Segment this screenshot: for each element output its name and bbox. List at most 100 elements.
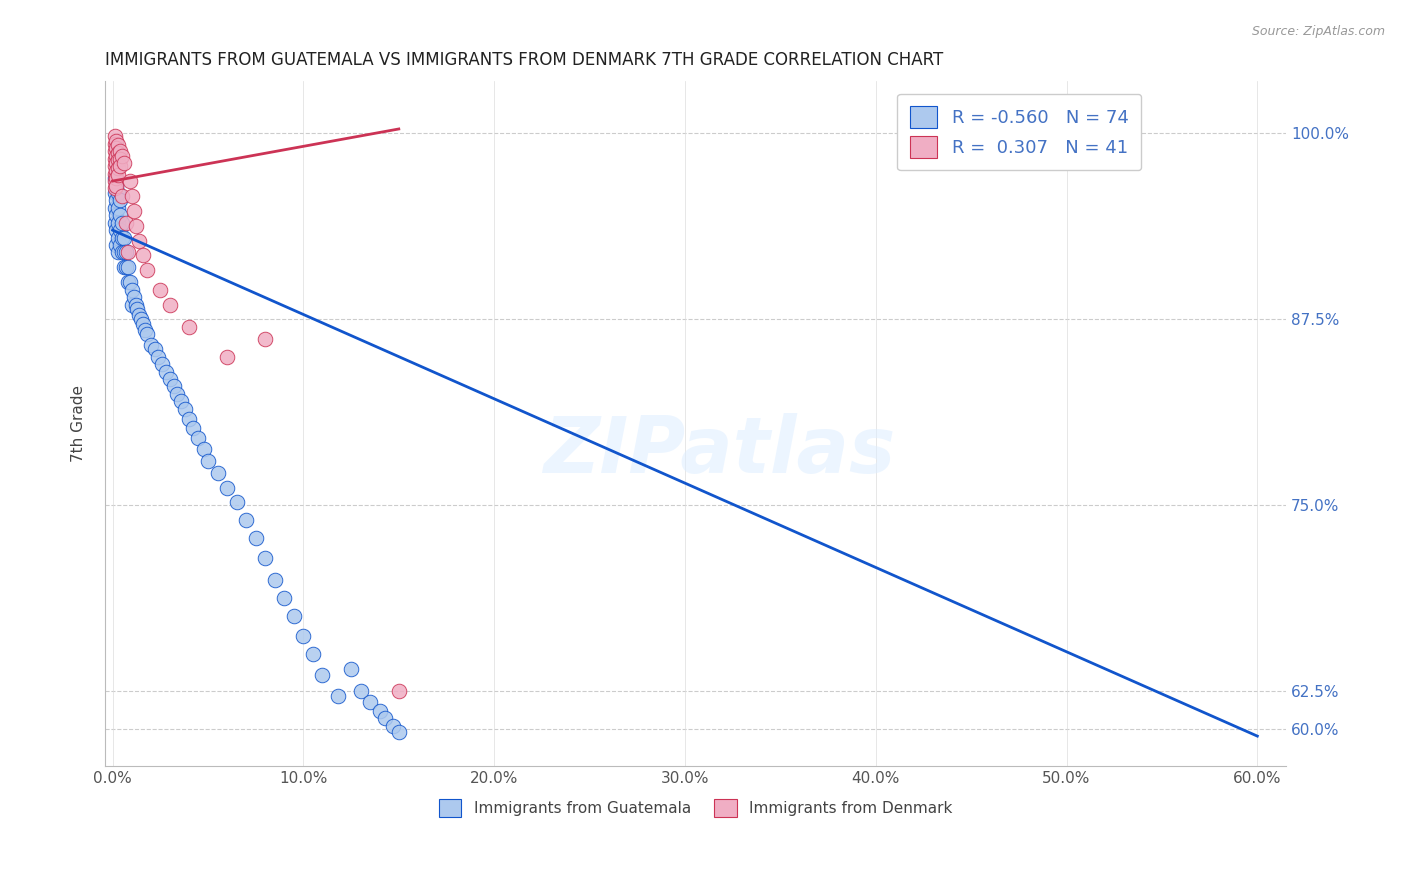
Point xyxy=(124,219,146,233)
Point xyxy=(105,156,128,170)
Point xyxy=(326,689,349,703)
Point xyxy=(132,317,155,331)
Point xyxy=(350,684,373,698)
Point xyxy=(207,466,229,480)
Point xyxy=(177,319,200,334)
Point xyxy=(103,186,125,200)
Point xyxy=(103,201,125,215)
Point xyxy=(105,163,128,178)
Y-axis label: 7th Grade: 7th Grade xyxy=(72,385,86,462)
Point xyxy=(115,245,138,260)
Point xyxy=(273,591,295,605)
Point xyxy=(388,684,411,698)
Point xyxy=(111,216,134,230)
Point xyxy=(166,387,188,401)
Point xyxy=(107,216,129,230)
Point xyxy=(105,178,128,193)
Point xyxy=(103,171,125,186)
Point xyxy=(149,283,172,297)
Point xyxy=(245,531,267,545)
Point xyxy=(340,662,363,676)
Point xyxy=(127,301,149,316)
Point xyxy=(181,421,204,435)
Point xyxy=(374,711,396,725)
Point xyxy=(134,323,156,337)
Point xyxy=(292,629,315,643)
Point xyxy=(107,168,129,182)
Point xyxy=(174,401,197,416)
Point xyxy=(112,260,135,275)
Point xyxy=(111,245,134,260)
Point xyxy=(163,379,186,393)
Point xyxy=(110,223,132,237)
Point xyxy=(111,149,134,163)
Legend: Immigrants from Guatemala, Immigrants from Denmark: Immigrants from Guatemala, Immigrants fr… xyxy=(433,792,959,823)
Point xyxy=(159,372,181,386)
Point xyxy=(263,573,285,587)
Text: IMMIGRANTS FROM GUATEMALA VS IMMIGRANTS FROM DENMARK 7TH GRADE CORRELATION CHART: IMMIGRANTS FROM GUATEMALA VS IMMIGRANTS … xyxy=(105,51,943,69)
Point xyxy=(103,167,125,181)
Point xyxy=(193,442,215,456)
Point xyxy=(107,201,129,215)
Point xyxy=(118,275,141,289)
Point xyxy=(105,223,128,237)
Point xyxy=(217,481,239,495)
Point xyxy=(302,647,325,661)
Point xyxy=(103,145,125,159)
Point xyxy=(368,704,391,718)
Point xyxy=(136,263,159,277)
Point xyxy=(115,260,138,275)
Point xyxy=(217,350,239,364)
Point xyxy=(112,230,135,244)
Point xyxy=(129,312,152,326)
Point xyxy=(103,174,125,188)
Point xyxy=(124,297,146,311)
Point xyxy=(111,230,134,244)
Point xyxy=(110,208,132,222)
Point xyxy=(170,394,193,409)
Point xyxy=(150,357,173,371)
Point xyxy=(105,178,128,193)
Point xyxy=(110,145,132,159)
Point xyxy=(254,550,277,565)
Point xyxy=(105,171,128,186)
Point xyxy=(155,365,177,379)
Point xyxy=(283,608,305,623)
Point xyxy=(103,152,125,166)
Point xyxy=(117,245,139,260)
Point xyxy=(105,141,128,155)
Point xyxy=(107,138,129,153)
Point xyxy=(177,412,200,426)
Point xyxy=(107,230,129,244)
Point xyxy=(105,149,128,163)
Point xyxy=(121,297,143,311)
Point xyxy=(197,454,219,468)
Point xyxy=(107,245,129,260)
Point xyxy=(110,159,132,173)
Point xyxy=(128,234,150,248)
Text: Source: ZipAtlas.com: Source: ZipAtlas.com xyxy=(1251,25,1385,38)
Point xyxy=(139,337,162,351)
Point xyxy=(115,216,138,230)
Point xyxy=(254,332,277,346)
Point xyxy=(110,194,132,208)
Point xyxy=(103,216,125,230)
Point xyxy=(105,238,128,252)
Point xyxy=(148,350,170,364)
Point xyxy=(111,189,134,203)
Point xyxy=(388,724,411,739)
Point xyxy=(103,129,125,144)
Point xyxy=(311,668,333,682)
Point xyxy=(107,161,129,175)
Text: ZIPatlas: ZIPatlas xyxy=(543,413,896,489)
Point xyxy=(235,513,257,527)
Point xyxy=(107,153,129,168)
Point xyxy=(121,283,143,297)
Point xyxy=(382,719,405,733)
Point xyxy=(107,145,129,160)
Point xyxy=(105,208,128,222)
Point xyxy=(159,297,181,311)
Point xyxy=(110,238,132,252)
Point xyxy=(103,181,125,195)
Point xyxy=(187,432,209,446)
